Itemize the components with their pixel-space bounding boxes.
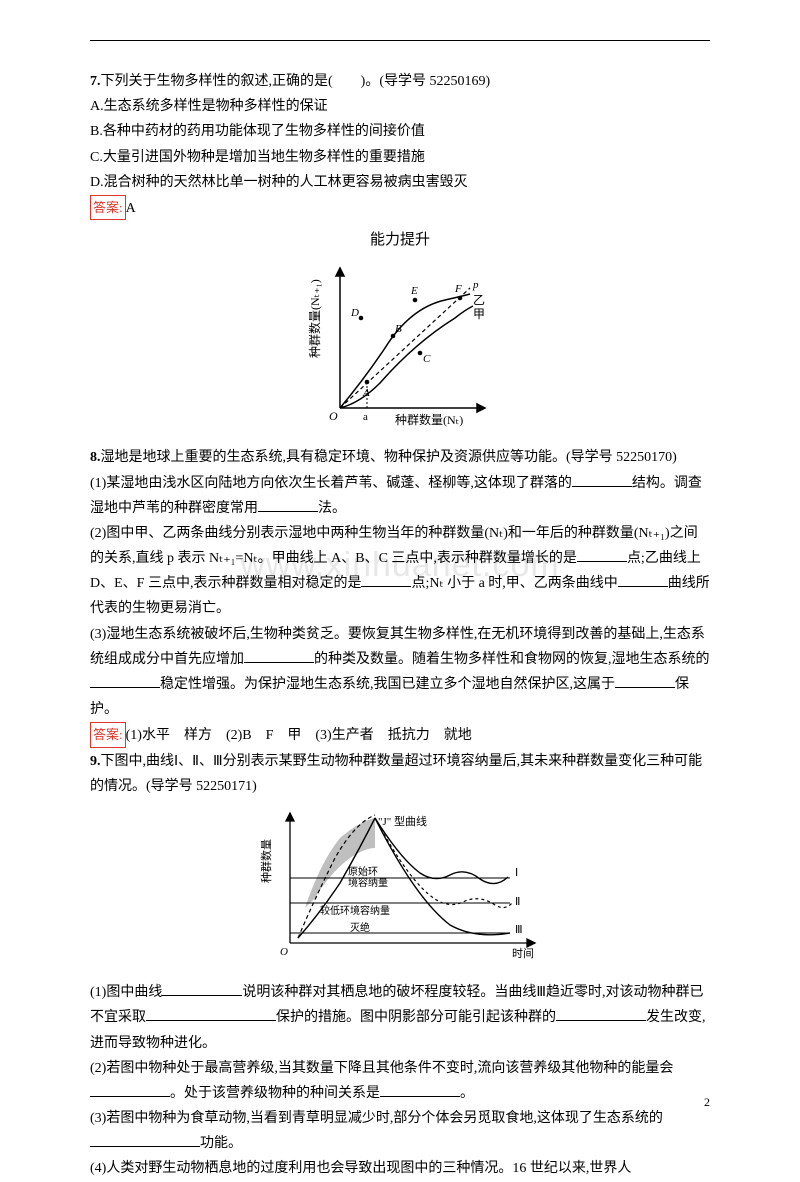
svg-text:p: p: [472, 279, 479, 291]
q9-introtext: 下图中,曲线Ⅰ、Ⅱ、Ⅲ分别表示某野生动物种群数量超过环境容纳量后,其未来种群数量…: [90, 754, 702, 794]
svg-text:Ⅲ: Ⅲ: [515, 924, 523, 936]
section-title: 能力提升: [90, 227, 710, 254]
blank: [162, 982, 242, 996]
blank: [615, 674, 675, 688]
answer-label: 答案:: [90, 722, 126, 747]
svg-text:较低环境容纳量: 较低环境容纳量: [320, 904, 390, 917]
figure-2: "J" 型曲线 原始环 境容纳量 较低环境容纳量 灭绝 Ⅰ Ⅱ Ⅲ O 时间 种…: [90, 803, 710, 972]
q8-p2: (2)图中甲、乙两条曲线分别表示湿地中两种生物当年的种群数量(Nₜ)和一年后的种…: [90, 521, 710, 622]
q8-answer-line: 答案:(1)水平 样方 (2)B F 甲 (3)生产者 抵抗力 就地: [90, 722, 710, 748]
svg-text:B: B: [395, 323, 402, 335]
svg-text:原始环: 原始环: [348, 865, 378, 878]
q7-line1: 7.下列关于生物多样性的叙述,正确的是( )。(导学号 52250169): [90, 69, 710, 94]
q7-optC: C.大量引进国外物种是增加当地生物多样性的重要措施: [90, 145, 710, 170]
q8-p3: (3)湿地生态系统被破坏后,生物种类贫乏。要恢复其生物多样性,在无机环境得到改善…: [90, 622, 710, 723]
q9-p3b: 功能。: [200, 1136, 242, 1151]
svg-text:种群数量(Nₜ₊₁): 种群数量(Nₜ₊₁): [307, 279, 322, 358]
q9-p2a: (2)若图中物种处于最高营养级,当其数量下降且其他条件不变时,流向该营养级其他物…: [90, 1061, 673, 1076]
q9-p3a: (3)若图中物种为食草动物,当看到青草明显减少时,部分个体会另觅取食地,这体现了…: [90, 1111, 663, 1126]
answer-label: 答案:: [90, 195, 126, 220]
svg-text:F: F: [454, 283, 462, 295]
svg-text:a: a: [363, 411, 368, 423]
q7-answer-line: 答案:A: [90, 195, 710, 221]
blank: [572, 473, 632, 487]
q8-p1a: (1)某湿地由浅水区向陆地方向依次生长着芦苇、碱蓬、柽柳等,这体现了群落的: [90, 476, 572, 491]
blank: [90, 674, 160, 688]
q9-p1a: (1)图中曲线: [90, 985, 162, 1000]
blank: [556, 1007, 646, 1021]
blank: [618, 573, 668, 587]
q9-p2: (2)若图中物种处于最高营养级,当其数量下降且其他条件不变时,流向该营养级其他物…: [90, 1056, 710, 1106]
q9-intro: 9.下图中,曲线Ⅰ、Ⅱ、Ⅲ分别表示某野生动物种群数量超过环境容纳量后,其未来种群…: [90, 749, 710, 799]
q9-p1: (1)图中曲线说明该种群对其栖息地的破坏程度较轻。当曲线Ⅲ趋近零时,对该动物种群…: [90, 980, 710, 1056]
blank: [380, 1083, 460, 1097]
q8-intro: 8.湿地是地球上重要的生态系统,具有稳定环境、物种保护及资源供应等功能。(导学号…: [90, 445, 710, 470]
q7-stem: 7.: [90, 74, 101, 89]
svg-text:种群数量: 种群数量: [259, 839, 273, 883]
svg-text:Ⅱ: Ⅱ: [515, 896, 520, 908]
q7-optA: A.生态系统多样性是物种多样性的保证: [90, 94, 710, 119]
q8-answer: (1)水平 样方 (2)B F 甲 (3)生产者 抵抗力 就地: [126, 728, 472, 743]
blank: [146, 1007, 276, 1021]
svg-text:E: E: [410, 285, 418, 297]
blank: [361, 573, 411, 587]
q7-answer: A: [126, 201, 136, 216]
q9-stem: 9.: [90, 754, 101, 769]
q9-p4a: (4)人类对野生动物栖息地的过度利用也会导致出现图中的三种情况。16 世纪以来,…: [90, 1161, 631, 1176]
svg-text:O: O: [280, 946, 288, 958]
svg-text:种群数量(Nₜ): 种群数量(Nₜ): [395, 412, 463, 427]
q8-p2c: 点;Nₜ 小于 a 时,甲、乙两条曲线中: [411, 576, 617, 591]
svg-text:O: O: [329, 409, 338, 423]
q9-p4: (4)人类对野生动物栖息地的过度利用也会导致出现图中的三种情况。16 世纪以来,…: [90, 1156, 710, 1181]
blank: [90, 1083, 170, 1097]
blank: [90, 1133, 200, 1147]
figure-1: A B C D E F p 乙 甲 a O 种群数量(Nₜ) 种群数量(Nₜ₊₁…: [90, 258, 710, 437]
svg-text:乙: 乙: [473, 293, 485, 307]
svg-text:灭绝: 灭绝: [350, 921, 370, 934]
svg-text:"J" 型曲线: "J" 型曲线: [378, 814, 427, 828]
q8-p1c: 法。: [318, 501, 346, 516]
q7-optD: D.混合树种的天然林比单一树种的人工林更容易被病虫害毁灭: [90, 170, 710, 195]
svg-text:境容纳量: 境容纳量: [348, 876, 388, 889]
blank: [244, 649, 314, 663]
q9-p1c: 保护的措施。图中阴影部分可能引起该种群的: [276, 1010, 556, 1025]
q9-p3: (3)若图中物种为食草动物,当看到青草明显减少时,部分个体会另觅取食地,这体现了…: [90, 1106, 710, 1156]
q9-p2b: 。处于该营养级物种的种间关系是: [170, 1086, 380, 1101]
svg-text:甲: 甲: [473, 307, 485, 321]
svg-text:A: A: [362, 387, 370, 399]
q7-text: 下列关于生物多样性的叙述,正确的是( )。(导学号 52250169): [101, 74, 491, 89]
q8-p1: (1)某湿地由浅水区向陆地方向依次生长着芦苇、碱蓬、柽柳等,这体现了群落的结构。…: [90, 471, 710, 521]
blank: [577, 548, 627, 562]
svg-text:时间: 时间: [512, 947, 534, 960]
blank: [258, 498, 318, 512]
svg-text:D: D: [350, 307, 359, 319]
q8-introtext: 湿地是地球上重要的生态系统,具有稳定环境、物种保护及资源供应等功能。(导学号 5…: [101, 450, 677, 465]
svg-text:Ⅰ: Ⅰ: [515, 867, 518, 879]
top-rule: [90, 40, 710, 41]
page-content: 7.下列关于生物多样性的叙述,正确的是( )。(导学号 52250169) A.…: [90, 40, 710, 1182]
q8-p3c: 稳定性增强。为保护湿地生态系统,我国已建立多个湿地自然保护区,这属于: [160, 677, 615, 692]
q8-p3b: 的种类及数量。随着生物多样性和食物网的恢复,湿地生态系统的: [314, 652, 710, 667]
q7-optB: B.各种中药材的药用功能体现了生物多样性的间接价值: [90, 119, 710, 144]
svg-text:C: C: [423, 353, 431, 365]
q8-stem: 8.: [90, 450, 101, 465]
q9-p2c: 。: [460, 1086, 474, 1101]
